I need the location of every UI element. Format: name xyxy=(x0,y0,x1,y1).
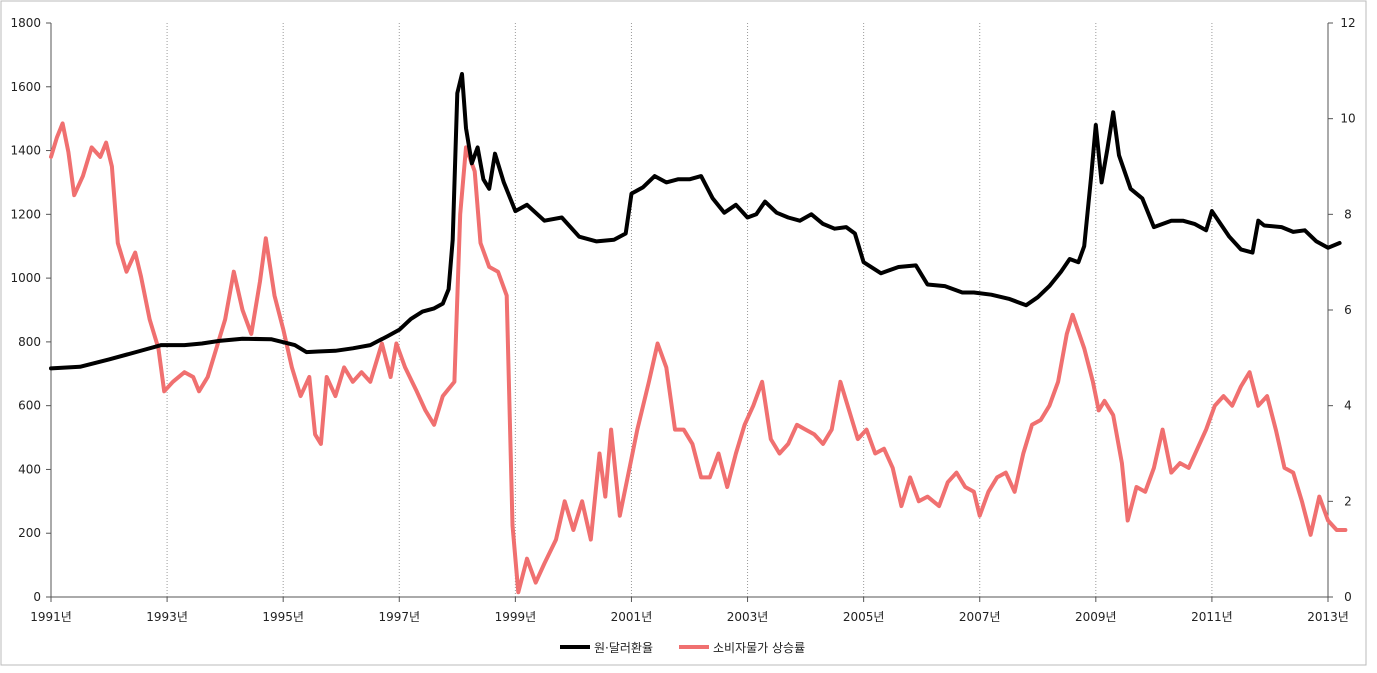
x-tick-label: 1999년 xyxy=(495,610,537,624)
x-tick-label: 2005년 xyxy=(843,610,885,624)
series-layer xyxy=(49,72,1348,595)
x-tick-label: 1993년 xyxy=(146,610,188,624)
y-right-tick-label: 4 xyxy=(1344,399,1352,413)
y-right-tick-label: 2 xyxy=(1344,494,1352,508)
axis-layer: 0 200 400 600 800 1000 1200 1400 1600 1800 0 2 4 6 8 10… xyxy=(10,16,1355,624)
series-line-exchange-rate xyxy=(49,72,1342,371)
y-left-tick-label: 0 xyxy=(33,590,41,604)
series-line-cpi xyxy=(49,121,1348,595)
legend-label-exchange-rate: 원·달러환율 xyxy=(594,641,653,655)
y-left-tick-label: 1400 xyxy=(10,144,41,158)
x-tick-label: 2013년 xyxy=(1307,610,1349,624)
legend: 원·달러환율 소비자물가 상승률 xyxy=(560,641,805,655)
x-tick-label: 2001년 xyxy=(611,610,653,624)
y-left-tick-label: 400 xyxy=(18,462,41,476)
x-tick-label: 2003년 xyxy=(727,610,769,624)
legend-label-cpi: 소비자물가 상승률 xyxy=(713,641,805,655)
y-right-tick-label: 6 xyxy=(1344,303,1352,317)
x-tick-label: 1997년 xyxy=(378,610,420,624)
grid-layer xyxy=(166,23,1329,597)
x-tick-label: 2007년 xyxy=(959,610,1001,624)
y-left-tick-label: 1200 xyxy=(10,207,41,221)
y-right-tick-label: 8 xyxy=(1344,207,1352,221)
y-left-tick-label: 1600 xyxy=(10,80,41,94)
y-right-tick-label: 10 xyxy=(1340,112,1355,126)
y-left-tick-label: 800 xyxy=(18,335,41,349)
x-tick-label: 1995년 xyxy=(262,610,304,624)
x-tick-label: 1991년 xyxy=(30,610,72,624)
y-right-tick-label: 0 xyxy=(1344,590,1352,604)
y-left-tick-label: 1800 xyxy=(10,16,41,30)
x-tick-label: 2011년 xyxy=(1191,610,1233,624)
x-tick-label: 2009년 xyxy=(1075,610,1117,624)
y-left-tick-label: 200 xyxy=(18,526,41,540)
y-left-tick-label: 1000 xyxy=(10,271,41,285)
y-right-tick-label: 12 xyxy=(1340,16,1355,30)
y-left-tick-label: 600 xyxy=(18,399,41,413)
